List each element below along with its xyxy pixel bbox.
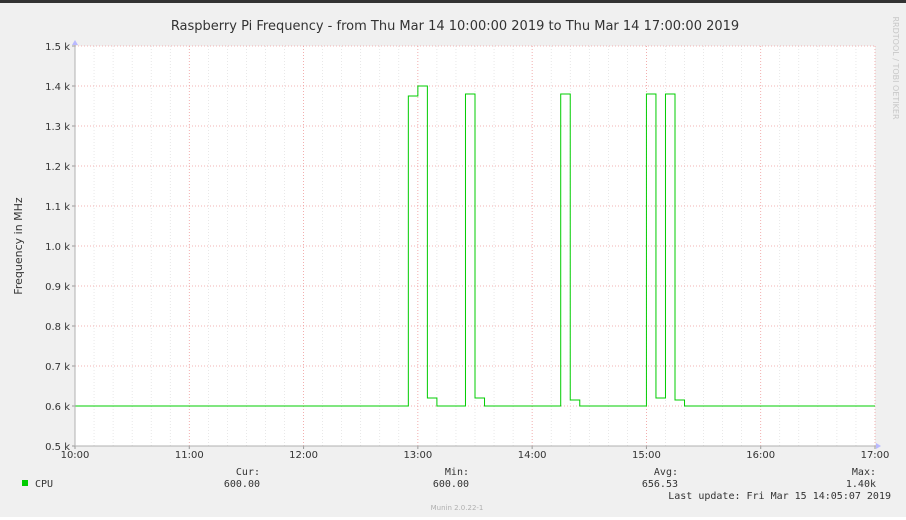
y-tick-label: 0.6 k [45, 402, 70, 413]
x-axis-arrow [876, 443, 881, 449]
y-tick-label: 1.4 k [45, 82, 70, 93]
x-tick-label: 14:00 [518, 450, 547, 461]
y-tick-label: 1.5 k [45, 42, 70, 53]
x-tick-label: 16:00 [746, 450, 775, 461]
y-tick-label: 1.3 k [45, 122, 70, 133]
min-label: Min: [445, 467, 469, 478]
min-value: 600.00 [433, 479, 469, 490]
avg-label: Avg: [654, 467, 678, 478]
y-tick-label: 0.8 k [45, 322, 70, 333]
x-tick-label: 17:00 [861, 450, 890, 461]
cur-label: Cur: [236, 467, 260, 478]
legend-series-name: CPU [35, 479, 53, 490]
rrdtool-credit: RRDTOOL / TOBI OETIKER [891, 16, 900, 119]
x-tick-label: 12:00 [289, 450, 318, 461]
cur-value: 600.00 [224, 479, 260, 490]
y-tick-label: 1.0 k [45, 242, 70, 253]
max-value: 1.40k [846, 479, 876, 490]
x-tick-label: 13:00 [403, 450, 432, 461]
y-tick-label: 0.5 k [45, 442, 70, 453]
munin-version: Munin 2.0.22-1 [431, 504, 484, 512]
chart-title: Raspberry Pi Frequency - from Thu Mar 14… [171, 19, 739, 34]
y-tick-label: 0.7 k [45, 362, 70, 373]
y-tick-label: 1.2 k [45, 162, 70, 173]
y-axis-arrow [72, 40, 78, 45]
legend-swatch-cpu [22, 480, 28, 486]
x-tick-label: 11:00 [175, 450, 204, 461]
y-axis-label: Frequency in MHz [12, 197, 25, 295]
x-tick-label: 15:00 [632, 450, 661, 461]
last-update: Last update: Fri Mar 15 14:05:07 2019 [668, 491, 891, 502]
y-tick-label: 1.1 k [45, 202, 70, 213]
max-label: Max: [852, 467, 876, 478]
avg-value: 656.53 [642, 479, 678, 490]
y-tick-label: 0.9 k [45, 282, 70, 293]
